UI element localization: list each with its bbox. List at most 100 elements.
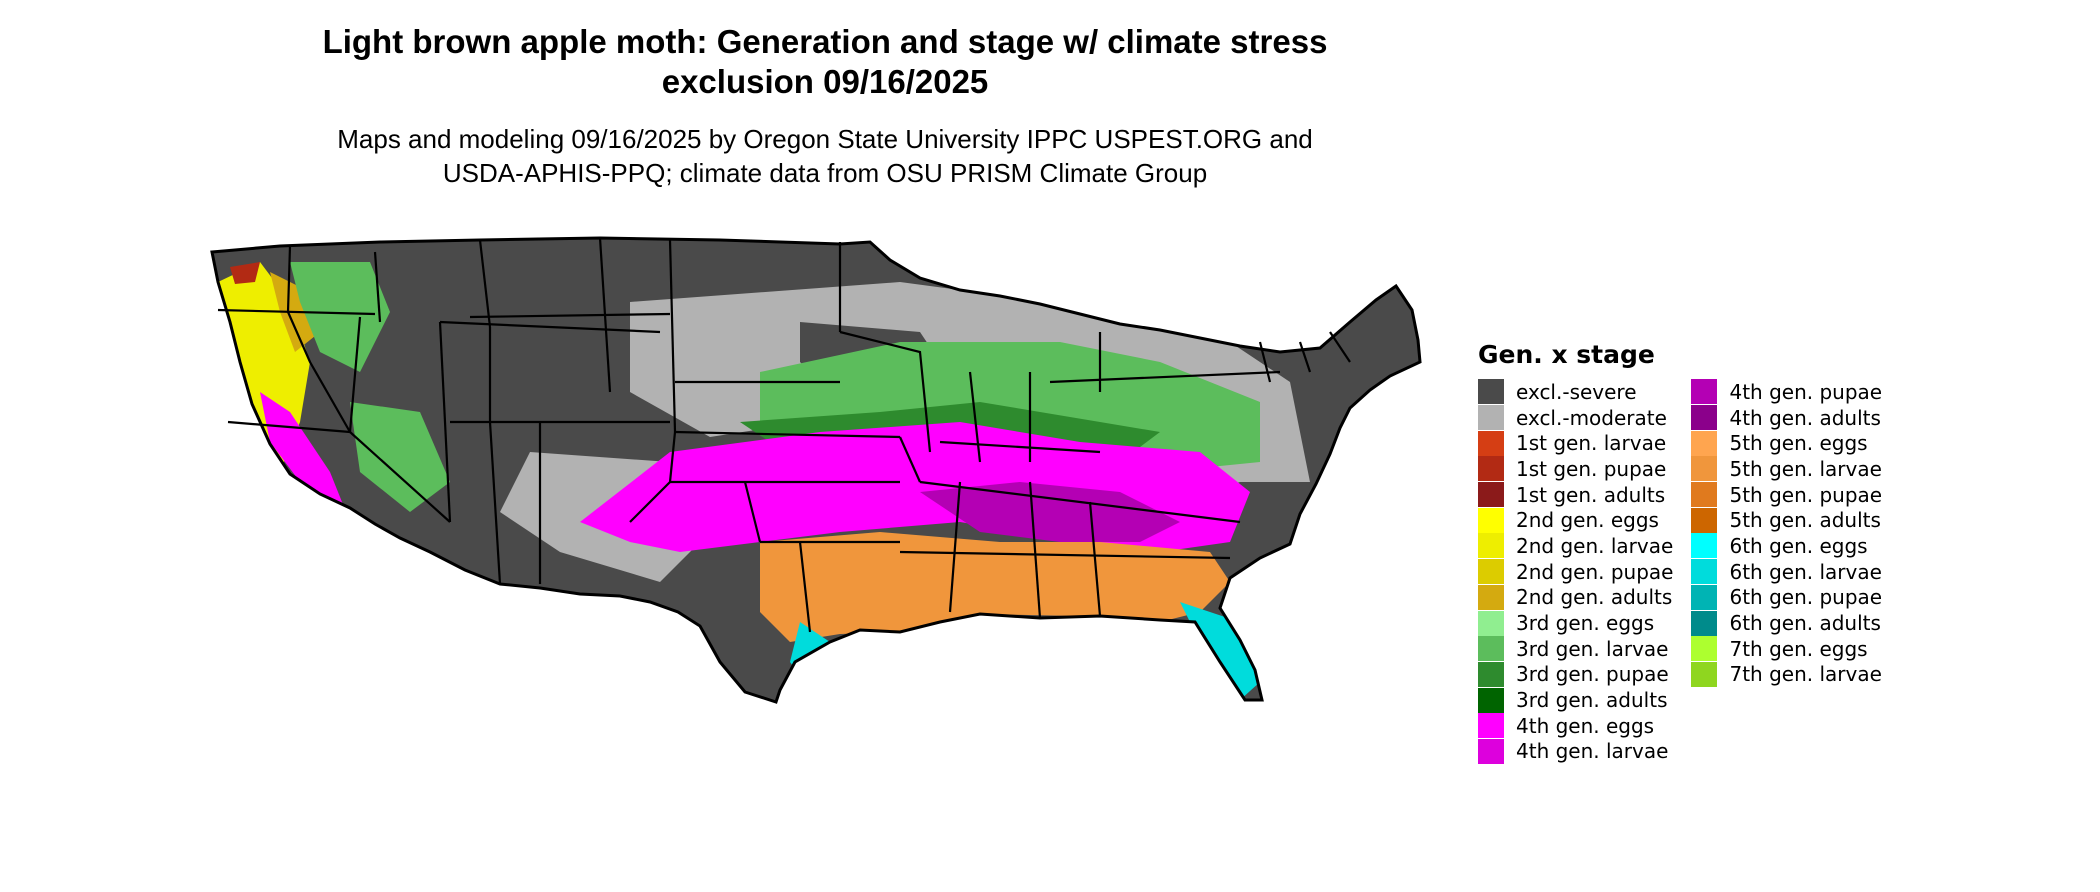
legend-label: 6th gen. eggs (1729, 533, 1868, 558)
legend-item: 6th gen. larvae (1691, 559, 1882, 585)
region-4th-gen-california (260, 392, 350, 522)
legend-item: 2nd gen. eggs (1478, 507, 1673, 533)
legend-item: 4th gen. larvae (1478, 738, 1673, 765)
legend-label: 5th gen. larvae (1729, 456, 1882, 481)
us-outline (210, 236, 1422, 704)
legend-item: 5th gen. larvae (1691, 456, 1882, 482)
region-5th-gen-gulf (760, 532, 1230, 642)
legend-swatch (1691, 507, 1718, 533)
region-4th-gen-pupae-deep-south (920, 482, 1180, 542)
legend-swatch (1478, 405, 1504, 431)
legend-label: excl.-severe (1516, 379, 1637, 404)
legend-swatch (1478, 379, 1504, 405)
region-1st-gen-pnw (230, 262, 260, 284)
legend-label: 4th gen. eggs (1516, 713, 1655, 738)
legend-label: 6th gen. pupae (1729, 585, 1883, 610)
legend-label: 5th gen. pupae (1729, 482, 1883, 507)
legend-item: excl.-severe (1478, 379, 1673, 405)
legend-label: 3rd gen. larvae (1516, 636, 1669, 661)
legend-label: 7th gen. larvae (1729, 662, 1882, 687)
legend-label: excl.-moderate (1516, 405, 1667, 430)
legend-label: 4th gen. larvae (1516, 739, 1669, 764)
legend-item: 2nd gen. adults (1478, 584, 1673, 611)
legend-item: 5th gen. adults (1691, 507, 1882, 533)
legend-swatch (1691, 379, 1718, 405)
legend-title: Gen. x stage (1478, 340, 1655, 369)
legend-column-1: excl.-severe excl.-moderate 1st gen. larva… (1478, 379, 1673, 764)
legend-swatch (1691, 456, 1718, 482)
legend-swatch (1691, 610, 1718, 636)
legend-swatch (1691, 405, 1718, 431)
subtitle-line-2: USDA-APHIS-PPQ; climate data from OSU PR… (442, 158, 1208, 188)
us-map (210, 236, 1422, 704)
legend-swatch (1691, 482, 1718, 508)
legend-swatch (1478, 430, 1504, 456)
region-3rd-gen-inland-nw (290, 262, 390, 372)
legend-item: 6th gen. pupae (1691, 584, 1883, 611)
legend-label: 5th gen. eggs (1729, 431, 1868, 456)
legend-swatch (1478, 559, 1504, 585)
legend-label: 2nd gen. larvae (1516, 533, 1674, 558)
legend-item: 5th gen. pupae (1691, 482, 1882, 508)
legend-label: 6th gen. adults (1729, 611, 1881, 636)
legend-item: 2nd gen. larvae (1478, 533, 1673, 559)
region-6th-gen-florida (1180, 602, 1260, 700)
legend-item: 5th gen. eggs (1691, 430, 1882, 456)
legend-label: 2nd gen. pupae (1516, 559, 1674, 584)
legend-label: 1st gen. larvae (1516, 431, 1667, 456)
title-line-2: exclusion 09/16/2025 (661, 63, 989, 100)
legend-swatch (1691, 584, 1718, 610)
legend-swatch (1478, 456, 1504, 482)
legend-swatch (1478, 533, 1504, 559)
legend-item: 7th gen. larvae (1691, 661, 1882, 688)
legend-swatch (1478, 584, 1504, 610)
legend-item: 4th gen. pupae (1691, 379, 1882, 405)
legend-item: 7th gen. eggs (1691, 636, 1882, 662)
legend-label: 4th gen. pupae (1729, 379, 1883, 404)
legend-swatch (1478, 636, 1504, 662)
title-line-1: Light brown apple moth: Generation and s… (322, 23, 1328, 60)
region-3rd-gen-great-basin (350, 402, 450, 512)
legend-swatch (1478, 610, 1504, 636)
legend-item: 1st gen. pupae (1478, 456, 1673, 482)
legend-label: 7th gen. eggs (1729, 636, 1868, 661)
legend-label: 1st gen. adults (1516, 482, 1666, 507)
legend-label: 3rd gen. pupae (1516, 662, 1669, 687)
legend-label: 1st gen. pupae (1516, 456, 1667, 481)
legend-column-2: 4th gen. pupae 4th gen. adults 5th gen. eg… (1691, 379, 1882, 764)
legend-item: 2nd gen. pupae (1478, 559, 1673, 585)
legend-label: 6th gen. larvae (1729, 559, 1882, 584)
legend-swatch (1478, 661, 1504, 687)
legend-columns: excl.-severe excl.-moderate 1st gen. larva… (1478, 379, 1882, 764)
legend-item: 4th gen. eggs (1478, 713, 1673, 739)
legend-swatch (1691, 533, 1718, 559)
map-subtitle: Maps and modeling 09/16/2025 by Oregon S… (240, 122, 1410, 190)
legend-swatch (1691, 661, 1718, 687)
legend-swatch (1691, 636, 1718, 662)
legend: Gen. x stage excl.-severe excl.-moderate 1… (1478, 340, 1882, 764)
legend-item: excl.-moderate (1478, 405, 1673, 431)
legend-item: 4th gen. adults (1691, 405, 1882, 431)
legend-item: 1st gen. larvae (1478, 430, 1673, 456)
legend-swatch (1478, 507, 1504, 533)
legend-item: 3rd gen. larvae (1478, 636, 1673, 662)
map-title: Light brown apple moth: Generation and s… (240, 22, 1410, 102)
legend-label: 5th gen. adults (1729, 508, 1881, 533)
legend-item: 3rd gen. eggs (1478, 610, 1673, 636)
legend-label: 2nd gen. adults (1516, 585, 1673, 610)
legend-item: 6th gen. eggs (1691, 533, 1882, 559)
legend-item: 3rd gen. adults (1478, 687, 1673, 713)
legend-swatch (1691, 559, 1718, 585)
legend-swatch (1478, 738, 1504, 764)
legend-label: 3rd gen. eggs (1516, 611, 1655, 636)
legend-label: 2nd gen. eggs (1516, 508, 1659, 533)
subtitle-line-1: Maps and modeling 09/16/2025 by Oregon S… (337, 124, 1313, 154)
phenology-regions (212, 238, 1420, 702)
legend-item: 1st gen. adults (1478, 482, 1673, 508)
legend-swatch (1691, 430, 1718, 456)
legend-item: 3rd gen. pupae (1478, 661, 1673, 688)
legend-swatch (1478, 687, 1504, 713)
legend-label: 4th gen. adults (1729, 405, 1881, 430)
legend-swatch (1478, 482, 1504, 508)
legend-label: 3rd gen. adults (1516, 688, 1668, 713)
